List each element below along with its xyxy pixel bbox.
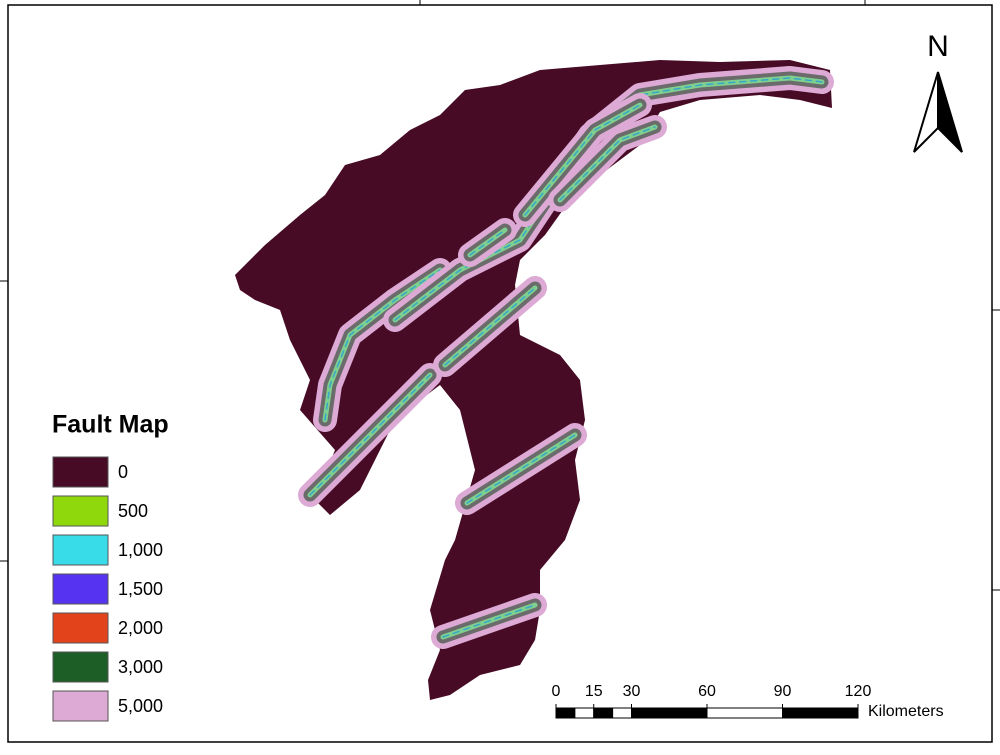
legend: Fault Map 0 500 1,000 1,500 2,000 3,000 5,000 xyxy=(52,411,169,722)
scale-bar: Kilometers 0 15 30 60 90 120 xyxy=(552,683,944,720)
scale-tick-label: 120 xyxy=(845,683,872,700)
scale-segment xyxy=(782,707,859,719)
legend-title: Fault Map xyxy=(52,411,169,439)
scale-segment xyxy=(574,707,595,719)
scale-segment xyxy=(706,707,783,719)
basin xyxy=(235,60,832,700)
legend-label: 1,500 xyxy=(118,579,163,599)
fault-line xyxy=(559,126,656,201)
scale-segment xyxy=(631,707,708,719)
legend-label: 0 xyxy=(118,462,128,482)
fault-line xyxy=(444,287,536,366)
fault-line xyxy=(442,604,536,638)
scale-tick-label: 60 xyxy=(698,683,716,700)
fault-line xyxy=(324,269,441,421)
legend-label: 3,000 xyxy=(118,657,163,677)
scale-segment xyxy=(612,707,632,719)
legend-swatch xyxy=(52,495,109,527)
scale-segment xyxy=(593,707,614,719)
fault-line xyxy=(466,434,576,504)
legend-label: 2,000 xyxy=(118,618,163,638)
scale-tick-label: 15 xyxy=(585,683,603,700)
arrow-right xyxy=(937,71,963,153)
fault-line xyxy=(469,229,506,256)
scale-tick-label: 90 xyxy=(774,683,792,700)
scale-segment xyxy=(555,707,576,719)
scale-tick-label: 0 xyxy=(552,683,561,700)
legend-label: 5,000 xyxy=(118,696,163,716)
legend-swatch xyxy=(52,612,109,644)
legend-swatch xyxy=(52,690,109,722)
legend-label: 500 xyxy=(118,501,148,521)
legend-label: 1,000 xyxy=(118,540,163,560)
north-arrow: N xyxy=(913,30,963,153)
north-label: N xyxy=(927,30,949,63)
fault-line xyxy=(524,104,641,216)
legend-swatch xyxy=(52,534,109,566)
legend-swatch xyxy=(52,573,109,605)
legend-swatch xyxy=(52,651,109,683)
legend-swatch xyxy=(52,456,109,488)
scale-tick-label: 30 xyxy=(623,683,641,700)
fault-buffers xyxy=(298,66,834,649)
scale-unit: Kilometers xyxy=(868,703,944,720)
fault-line xyxy=(309,374,431,496)
